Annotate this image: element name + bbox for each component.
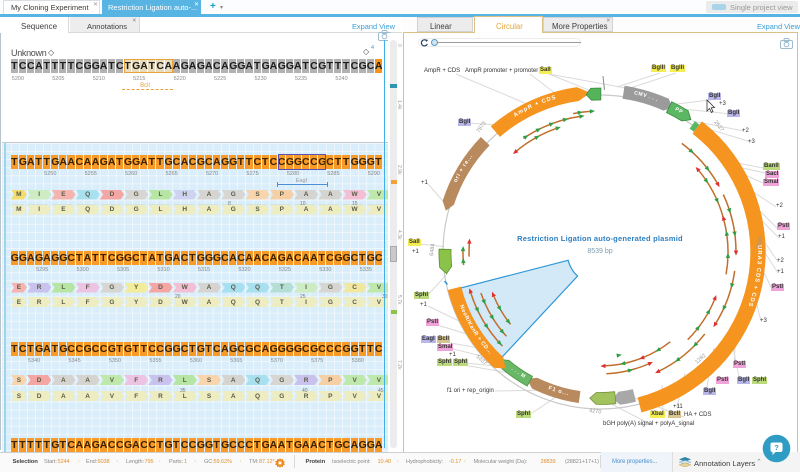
svg-text:4270: 4270 [589, 408, 602, 416]
svg-text:PP: PP [674, 107, 684, 116]
svg-text:?: ? [774, 443, 779, 452]
svg-text:6484: 6484 [429, 243, 436, 256]
svg-text:7873: 7873 [476, 121, 488, 134]
svg-text:7836: 7836 [756, 236, 764, 249]
svg-text:F1 o...: F1 o... [547, 385, 569, 397]
